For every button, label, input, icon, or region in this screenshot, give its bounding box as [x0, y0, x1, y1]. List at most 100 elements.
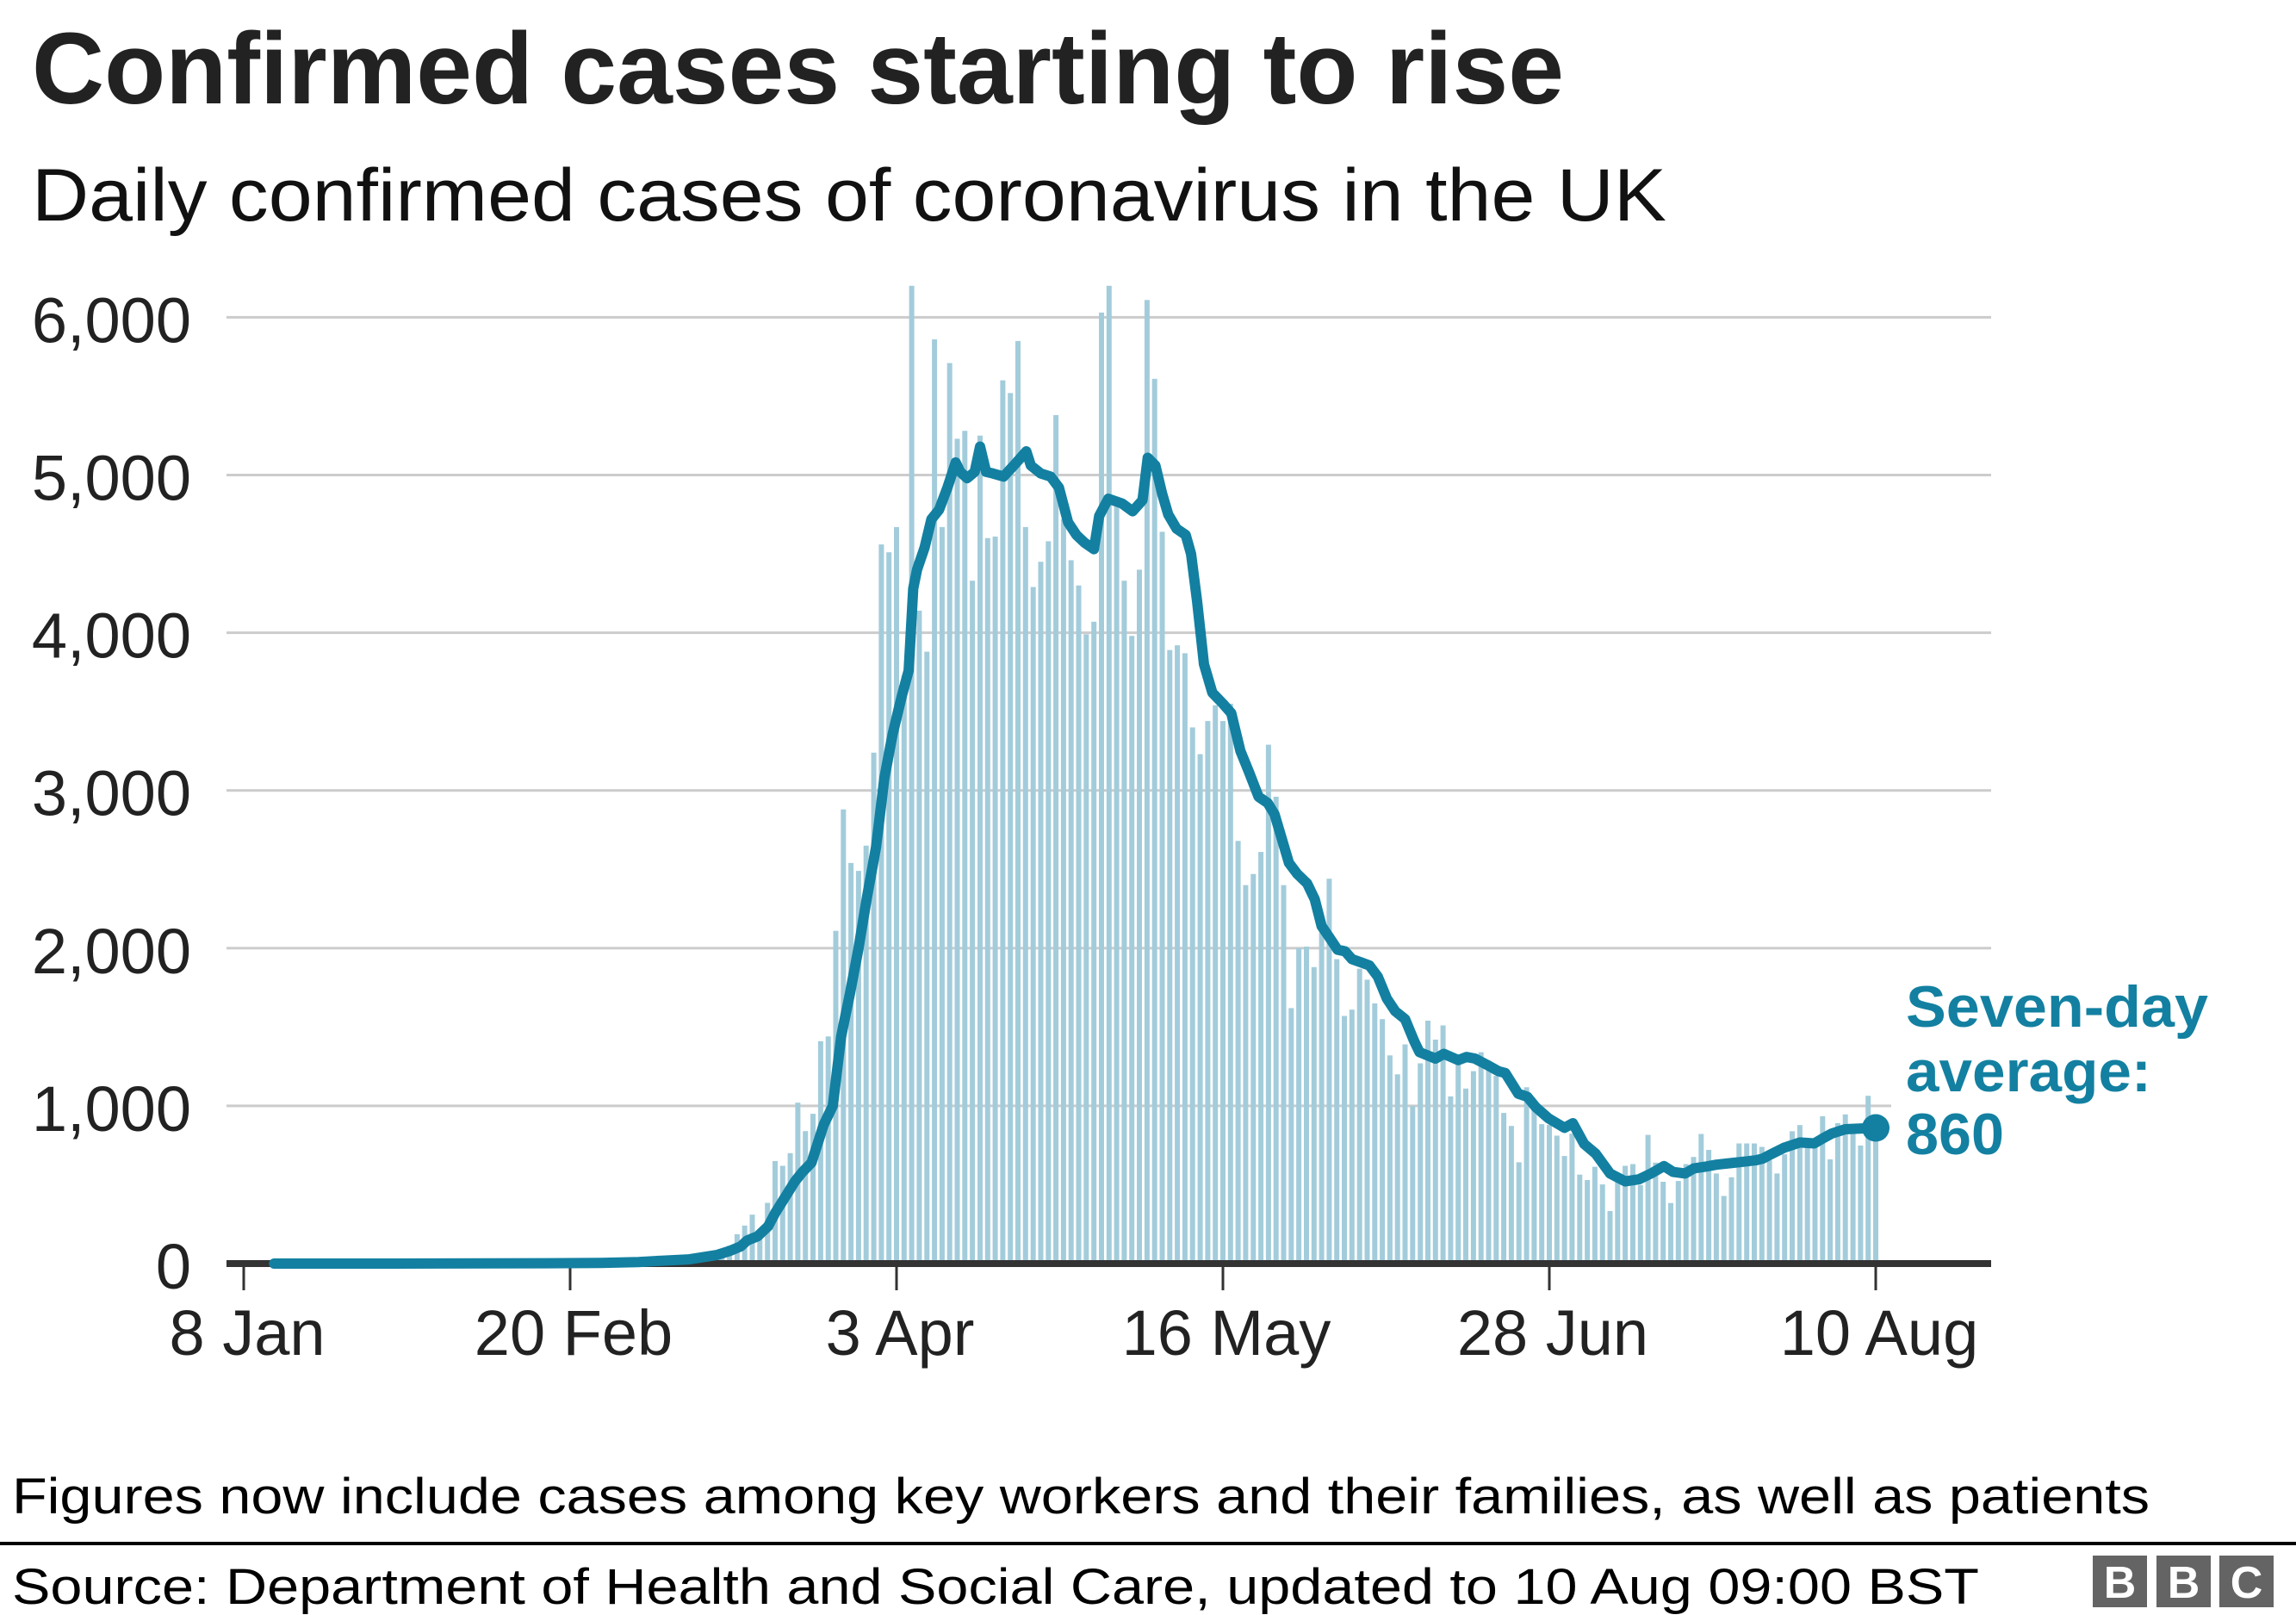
bar	[1106, 285, 1112, 1264]
bar	[1865, 1096, 1871, 1264]
x-axis-baseline	[226, 1260, 1991, 1267]
bar	[1182, 653, 1188, 1264]
bar	[932, 339, 938, 1264]
bar	[1623, 1165, 1629, 1264]
bar	[871, 752, 877, 1264]
bar	[1022, 526, 1028, 1264]
bar	[1547, 1124, 1552, 1264]
bar	[1728, 1177, 1734, 1264]
bar	[909, 285, 915, 1264]
bar	[1653, 1162, 1659, 1264]
bar	[1114, 506, 1120, 1264]
bar	[894, 526, 899, 1264]
bar	[1668, 1202, 1673, 1264]
bar	[1144, 300, 1150, 1264]
x-tick-label: 10 Aug	[1780, 1297, 1978, 1369]
x-axis-tick-labels: 8 Jan 20 Feb 3 Apr 16 May 28 Jun 10 Aug	[169, 1297, 1978, 1369]
bar	[1470, 1071, 1476, 1264]
logo-box-1	[2093, 1556, 2147, 1607]
source-text: Source: Department of Health and Social …	[12, 1559, 1979, 1615]
x-tick-mark	[895, 1264, 898, 1290]
bar	[1706, 1150, 1712, 1264]
bar	[1220, 721, 1226, 1264]
bar	[1091, 621, 1097, 1264]
bar	[1402, 1044, 1408, 1264]
bar	[855, 871, 861, 1264]
logo-letter-1: B	[2104, 1558, 2137, 1608]
bar	[1273, 797, 1279, 1264]
y-tick-label: 5,000	[32, 443, 191, 514]
bar	[1053, 414, 1059, 1264]
x-tick-mark	[242, 1264, 245, 1290]
bar	[1820, 1116, 1826, 1264]
bar	[1790, 1131, 1795, 1264]
footnote: Figures now include cases among key work…	[12, 1469, 2150, 1525]
bar	[1637, 1184, 1643, 1264]
bar	[1554, 1135, 1560, 1264]
bar	[1281, 885, 1287, 1264]
bar	[992, 536, 998, 1264]
y-tick-label: 4,000	[32, 600, 191, 672]
bar	[1713, 1173, 1719, 1264]
bar	[1432, 1040, 1438, 1264]
bar	[825, 1036, 831, 1264]
bar	[1250, 873, 1257, 1264]
bar	[1585, 1180, 1591, 1264]
bar	[1873, 1127, 1878, 1264]
bar	[817, 1040, 823, 1264]
bar	[1523, 1087, 1530, 1264]
bar	[1834, 1123, 1840, 1264]
bar	[1159, 531, 1165, 1264]
bar	[886, 552, 892, 1264]
x-tick-mark	[568, 1264, 572, 1290]
bar	[1804, 1142, 1810, 1264]
bar	[1796, 1125, 1803, 1264]
x-tick-label: 28 Jun	[1457, 1297, 1648, 1369]
bar	[1151, 378, 1157, 1264]
bar	[1766, 1160, 1772, 1264]
bbc-logo: B B C	[2093, 1556, 2274, 1608]
footer-divider	[0, 1542, 2296, 1545]
bar	[1060, 519, 1066, 1264]
bar	[1440, 1025, 1446, 1264]
logo-box-2	[2156, 1556, 2211, 1607]
bar	[916, 611, 922, 1264]
bar	[1319, 932, 1325, 1264]
bar	[1076, 585, 1082, 1264]
bar	[1380, 1019, 1386, 1264]
bar	[1721, 1196, 1727, 1264]
logo-letter-3: C	[2231, 1558, 2263, 1608]
bar	[1463, 1088, 1468, 1264]
bar	[1615, 1181, 1621, 1264]
bar	[1691, 1157, 1697, 1264]
bar	[1000, 380, 1006, 1264]
bar	[1334, 959, 1340, 1264]
bar	[1227, 704, 1233, 1264]
bar	[1167, 649, 1173, 1264]
bar	[939, 526, 945, 1264]
bar	[1448, 1096, 1454, 1264]
bar	[1683, 1164, 1689, 1264]
seven-day-average-annotation: Seven-day average: 860	[1906, 974, 2208, 1167]
bar	[1099, 312, 1104, 1264]
bar	[1205, 721, 1211, 1264]
bar	[970, 581, 976, 1264]
bar	[1288, 1008, 1294, 1264]
bar	[1342, 1016, 1347, 1264]
bar	[1736, 1143, 1742, 1264]
bar	[962, 431, 968, 1264]
bar	[1455, 1061, 1461, 1264]
bar	[1137, 569, 1142, 1264]
bar	[1698, 1134, 1704, 1264]
bar	[1349, 1009, 1355, 1264]
bar	[863, 845, 869, 1264]
bar	[1372, 1003, 1378, 1264]
bar	[1607, 1211, 1613, 1264]
y-tick-label: 3,000	[32, 758, 191, 829]
bar	[1243, 885, 1249, 1264]
x-tick-mark	[1874, 1264, 1877, 1290]
bar	[803, 1131, 809, 1264]
bar	[1265, 744, 1271, 1264]
seven-day-average-line	[269, 441, 1890, 1269]
